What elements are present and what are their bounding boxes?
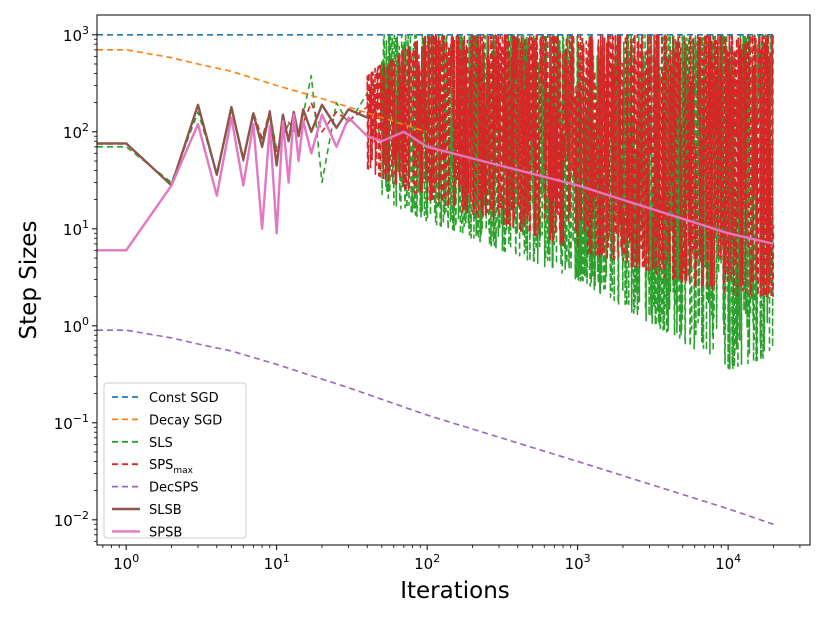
- legend-label: DecSPS: [149, 481, 199, 496]
- series-layer: [97, 34, 775, 526]
- legend-label: SLS: [149, 436, 173, 451]
- series-line-slsb: [97, 103, 368, 187]
- series-line-decsps: [97, 329, 774, 526]
- x-tick-label: 102: [414, 552, 440, 573]
- legend-label: SLSB: [149, 503, 182, 518]
- y-axis-title: Step Sizes: [16, 221, 42, 340]
- x-tick-label: 104: [715, 552, 741, 573]
- y-tick-label: 101: [63, 218, 89, 239]
- y-tick-label: 10−2: [54, 509, 89, 530]
- y-axis-ticks: 10−2 10−1 100 101 102 103: [54, 24, 97, 542]
- y-tick-label: 102: [63, 121, 89, 142]
- legend-label: Const SGD: [149, 391, 219, 406]
- legend-label: Decay SGD: [149, 413, 222, 428]
- y-tick-label: 100: [63, 315, 89, 336]
- x-axis-title: Iterations: [400, 578, 510, 604]
- series-line-decay-sgd: [97, 49, 428, 133]
- y-tick-label: 103: [63, 24, 89, 45]
- x-tick-label: 100: [113, 552, 139, 573]
- series-line-sps-max: [97, 34, 775, 298]
- series-line-spsb: [97, 113, 774, 252]
- y-tick-label: 10−1: [54, 412, 89, 433]
- x-tick-label: 103: [565, 552, 591, 573]
- x-axis-ticks: 100 101 102 103 104: [102, 545, 801, 573]
- x-tick-label: 101: [264, 552, 290, 573]
- plot-frame: [96, 14, 811, 546]
- legend-label: SPSB: [149, 525, 182, 540]
- legend-box: [103, 382, 247, 539]
